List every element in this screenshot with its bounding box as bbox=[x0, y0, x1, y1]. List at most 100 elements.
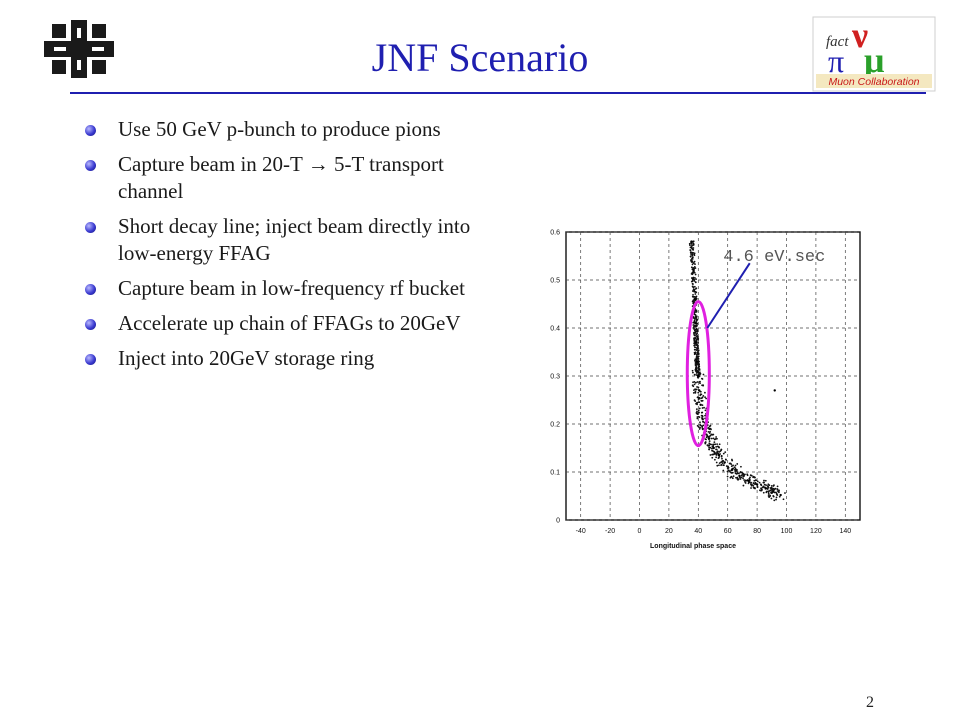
data-point bbox=[701, 418, 704, 421]
data-point bbox=[755, 483, 759, 486]
scatter-point bbox=[774, 487, 777, 490]
scatter-point bbox=[775, 492, 778, 495]
scatter-point bbox=[701, 426, 703, 428]
scatter-point bbox=[744, 473, 746, 476]
scatter-point bbox=[753, 476, 756, 478]
x-axis-label: Longitudinal phase space bbox=[650, 543, 736, 550]
data-point bbox=[773, 389, 776, 392]
scatter-point bbox=[720, 464, 722, 467]
scatter-point bbox=[712, 437, 715, 440]
scatter-point bbox=[721, 457, 723, 460]
scatter-point bbox=[765, 490, 768, 493]
scatter-point bbox=[711, 453, 713, 456]
x-tick-label: 140 bbox=[839, 528, 851, 535]
scatter-point bbox=[698, 401, 701, 404]
scatter-point bbox=[731, 459, 734, 462]
scatter-point bbox=[693, 331, 696, 334]
scatter-point bbox=[693, 265, 696, 268]
scatter-point bbox=[715, 436, 718, 438]
muon-collaboration-logo: fact ν π μ Muon Collaboration bbox=[812, 16, 936, 92]
emittance-ellipse bbox=[685, 300, 711, 448]
scatter-point bbox=[692, 248, 695, 251]
scatter-point bbox=[693, 276, 696, 279]
scatter-point bbox=[766, 487, 769, 490]
scatter-point bbox=[763, 479, 765, 482]
scatter-point bbox=[725, 458, 727, 461]
scatter-point bbox=[694, 367, 697, 370]
scatter-point bbox=[714, 452, 717, 455]
scatter-point bbox=[752, 484, 755, 487]
data-point bbox=[699, 403, 702, 406]
scatter-point bbox=[693, 380, 696, 383]
scatter-point bbox=[718, 464, 720, 467]
svg-text:Muon Collaboration: Muon Collaboration bbox=[828, 76, 919, 88]
scatter-point bbox=[689, 249, 692, 251]
scatter-point bbox=[770, 497, 773, 500]
scatter-point bbox=[711, 449, 713, 452]
scatter-point bbox=[742, 472, 745, 475]
scatter-point bbox=[763, 486, 765, 489]
data-point bbox=[747, 479, 750, 482]
data-point bbox=[695, 360, 699, 363]
scatter-point bbox=[767, 490, 770, 493]
scatter-point bbox=[744, 480, 746, 483]
scatter-point bbox=[693, 252, 696, 255]
scatter-point bbox=[696, 410, 698, 413]
data-point bbox=[712, 446, 715, 450]
scatter-point bbox=[730, 465, 733, 468]
scatter-point bbox=[710, 433, 713, 436]
scatter-point bbox=[736, 472, 739, 475]
scatter-point bbox=[690, 259, 692, 261]
scatter-point bbox=[691, 263, 694, 266]
scatter-point bbox=[699, 372, 702, 375]
scatter-point bbox=[694, 391, 697, 393]
scatter-point bbox=[693, 353, 696, 356]
data-point bbox=[690, 240, 693, 243]
data-point bbox=[693, 298, 696, 301]
bullet-icon bbox=[85, 354, 96, 365]
bullet-item: Accelerate up chain of FFAGs to 20GeV bbox=[78, 310, 478, 337]
scatter-point bbox=[696, 413, 699, 416]
scatter-point bbox=[766, 485, 769, 487]
scatter-point bbox=[696, 334, 699, 337]
bullet-text: Capture beam in 20-T → 5-T transport cha… bbox=[118, 152, 444, 203]
scatter-point bbox=[695, 324, 698, 327]
scatter-point bbox=[735, 476, 737, 479]
scatter-point bbox=[740, 474, 743, 477]
scatter-point bbox=[758, 481, 761, 484]
scatter-point bbox=[695, 278, 697, 281]
scatter-point bbox=[708, 448, 710, 451]
scatter-point bbox=[698, 428, 701, 430]
scatter-point bbox=[707, 435, 710, 438]
scatter-point bbox=[695, 349, 698, 352]
scatter-point bbox=[693, 285, 696, 288]
scatter-point bbox=[765, 484, 767, 487]
fermilab-logo bbox=[44, 20, 114, 78]
y-tick-label: 0.5 bbox=[550, 278, 560, 285]
scatter-point bbox=[695, 402, 698, 405]
scatter-point bbox=[750, 474, 753, 477]
x-tick-label: 80 bbox=[753, 528, 761, 535]
bullet-item: Use 50 GeV p-bunch to produce pions bbox=[78, 116, 478, 143]
scatter-point bbox=[739, 478, 742, 480]
bullet-item: Inject into 20GeV storage ring bbox=[78, 345, 478, 372]
scatter-point bbox=[767, 492, 770, 494]
scatter-point bbox=[692, 299, 695, 302]
scatter-point bbox=[708, 446, 711, 449]
scatter-point bbox=[754, 483, 757, 485]
scatter-point bbox=[689, 255, 692, 258]
scatter-point bbox=[716, 464, 719, 467]
scatter-point bbox=[721, 462, 724, 465]
scatter-point bbox=[697, 391, 700, 394]
data-point bbox=[779, 493, 782, 497]
scatter-point bbox=[704, 438, 707, 441]
scatter-point bbox=[693, 324, 696, 327]
scatter-point bbox=[698, 416, 701, 419]
scatter-point bbox=[782, 498, 785, 501]
scatter-point bbox=[695, 344, 698, 346]
scatter-point bbox=[775, 491, 777, 494]
scatter-point bbox=[710, 437, 713, 440]
scatter-point bbox=[734, 464, 737, 467]
scatter-point bbox=[722, 464, 725, 467]
scatter-point bbox=[691, 260, 694, 263]
